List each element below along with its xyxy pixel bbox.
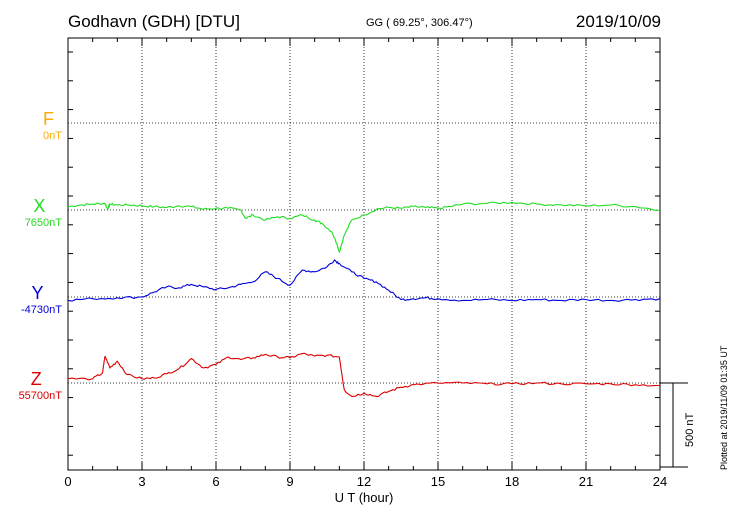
series-group (67, 201, 661, 398)
x-tick-label: 9 (286, 474, 293, 489)
component-letter: X (33, 196, 46, 216)
station-title: Godhavn (GDH) [DTU] (68, 12, 240, 31)
plotted-at-note: Plotted at 2019/11/09 01:35 UT (719, 345, 729, 470)
x-tick-label: 18 (505, 474, 519, 489)
scale-bar (660, 382, 688, 468)
axis-ticks: 0 3 6 9 12 15 18 21 24 (64, 38, 667, 489)
series-line-x (67, 201, 661, 254)
component-label-x: X 7650nT (25, 196, 62, 229)
component-baseline: 7650nT (24, 217, 62, 229)
component-baseline: 55700nT (18, 390, 62, 402)
component-letter: F (43, 109, 54, 129)
x-tick-label: 12 (357, 474, 371, 489)
component-baseline: -4730nT (21, 304, 62, 316)
coordinates-label: GG ( 69.25°, 306.47°) (366, 17, 473, 29)
x-tick-label: 3 (138, 474, 145, 489)
grid-lines (68, 38, 660, 470)
component-letter: Y (31, 283, 44, 303)
x-tick-label: 21 (579, 474, 593, 489)
component-letter: Z (30, 369, 42, 389)
x-axis-label: U T (hour) (335, 490, 394, 505)
date-label: 2019/10/09 (575, 12, 661, 31)
component-label-z: Z 55700nT (19, 369, 62, 402)
series-line-z (67, 352, 660, 398)
x-tick-label: 6 (212, 474, 219, 489)
scale-bar-label: 500 nT (684, 412, 696, 447)
component-label-f: F 0nT (43, 109, 62, 142)
series-line-y (67, 259, 661, 302)
x-tick-label: 0 (64, 474, 71, 489)
component-label-y: Y -4730nT (21, 283, 62, 316)
component-baseline: 0nT (43, 130, 62, 142)
x-tick-label: 24 (653, 474, 667, 489)
x-tick-label: 15 (431, 474, 445, 489)
